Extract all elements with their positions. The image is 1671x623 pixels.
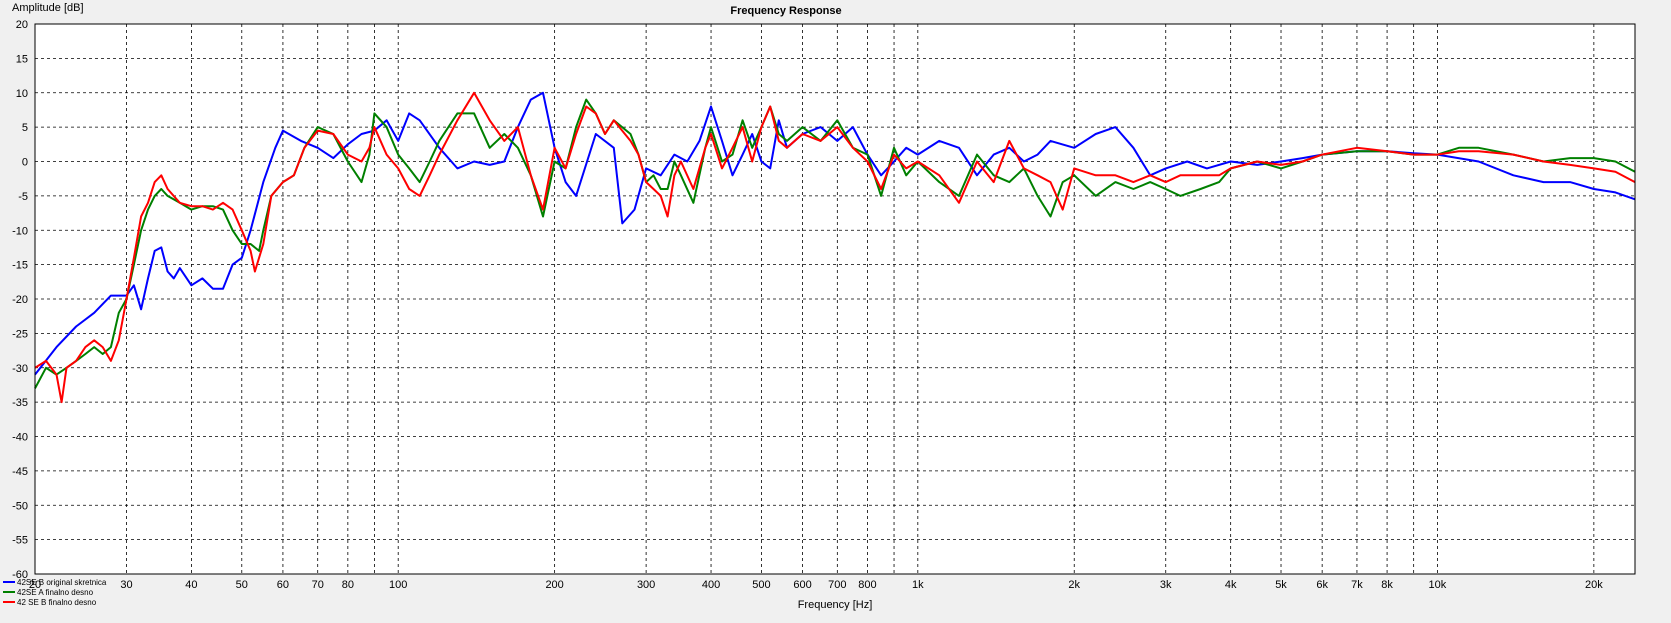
grid-lines <box>35 24 1635 574</box>
x-tick-label: 40 <box>185 579 197 591</box>
x-tick-label: 70 <box>312 579 324 591</box>
y-tick-label: -25 <box>12 328 28 340</box>
x-tick-label: 8k <box>1381 579 1393 591</box>
y-tick-labels: 20 15 10 5 0 -5 -10 -15 -20 -25 -30 -35 -40 -45 -50 -55… <box>12 19 28 581</box>
y-tick-label: -15 <box>12 260 28 272</box>
x-tick-label: 800 <box>858 579 876 591</box>
x-tick-label: 200 <box>545 579 563 591</box>
x-tick-labels: 20 30 40 50 60 70 80 100 200 300 400 500 600 700 800 1k… <box>29 579 1603 591</box>
x-tick-label: 20k <box>1585 579 1603 591</box>
legend-label: 42 SE B finalno desno <box>17 598 97 607</box>
x-tick-label: 10k <box>1429 579 1447 591</box>
x-tick-label: 500 <box>752 579 770 591</box>
y-tick-label: 5 <box>22 122 28 134</box>
y-tick-label: -55 <box>12 535 28 547</box>
series-line-3 <box>34 91 1636 404</box>
x-tick-label: 400 <box>702 579 720 591</box>
y-tick-label: -50 <box>12 500 28 512</box>
x-tick-label: 2k <box>1068 579 1080 591</box>
y-tick-label: 15 <box>16 53 28 65</box>
series-line-1 <box>34 91 1636 376</box>
legend-label: 42SE B original skretnica <box>17 578 107 587</box>
x-tick-label: 60 <box>277 579 289 591</box>
x-tick-label: 6k <box>1316 579 1328 591</box>
x-tick-label: 30 <box>120 579 132 591</box>
series-line-2 <box>34 98 1636 389</box>
y-tick-label: -35 <box>12 397 28 409</box>
chart-title: Frequency Response <box>730 5 841 17</box>
x-tick-label: 300 <box>637 579 655 591</box>
y-tick-label: -60 <box>12 569 28 581</box>
y-tick-label: -5 <box>18 191 28 203</box>
x-tick-label: 7k <box>1351 579 1363 591</box>
x-tick-label: 3k <box>1160 579 1172 591</box>
y-tick-label: -30 <box>12 363 28 375</box>
y-tick-label: 20 <box>16 19 28 31</box>
x-tick-label: 20 <box>29 579 41 591</box>
x-tick-label: 1k <box>912 579 924 591</box>
y-tick-label: 10 <box>16 88 28 100</box>
y-tick-label: -10 <box>12 225 28 237</box>
y-tick-label: -45 <box>12 466 28 478</box>
x-tick-label: 80 <box>342 579 354 591</box>
x-tick-label: 50 <box>236 579 248 591</box>
x-tick-label: 700 <box>828 579 846 591</box>
x-tick-label: 4k <box>1225 579 1237 591</box>
y-axis-title: Amplitude [dB] <box>12 2 84 14</box>
y-tick-label: -20 <box>12 294 28 306</box>
y-tick-label: 0 <box>22 157 28 169</box>
x-axis-title: Frequency [Hz] <box>798 599 873 611</box>
x-tick-label: 5k <box>1275 579 1287 591</box>
x-tick-label: 100 <box>389 579 407 591</box>
x-tick-label: 600 <box>793 579 811 591</box>
y-tick-label: -40 <box>12 432 28 444</box>
legend-label: 42SE A finalno desno <box>17 588 94 597</box>
series-lines <box>34 91 1636 404</box>
plot-border <box>34 23 1636 575</box>
